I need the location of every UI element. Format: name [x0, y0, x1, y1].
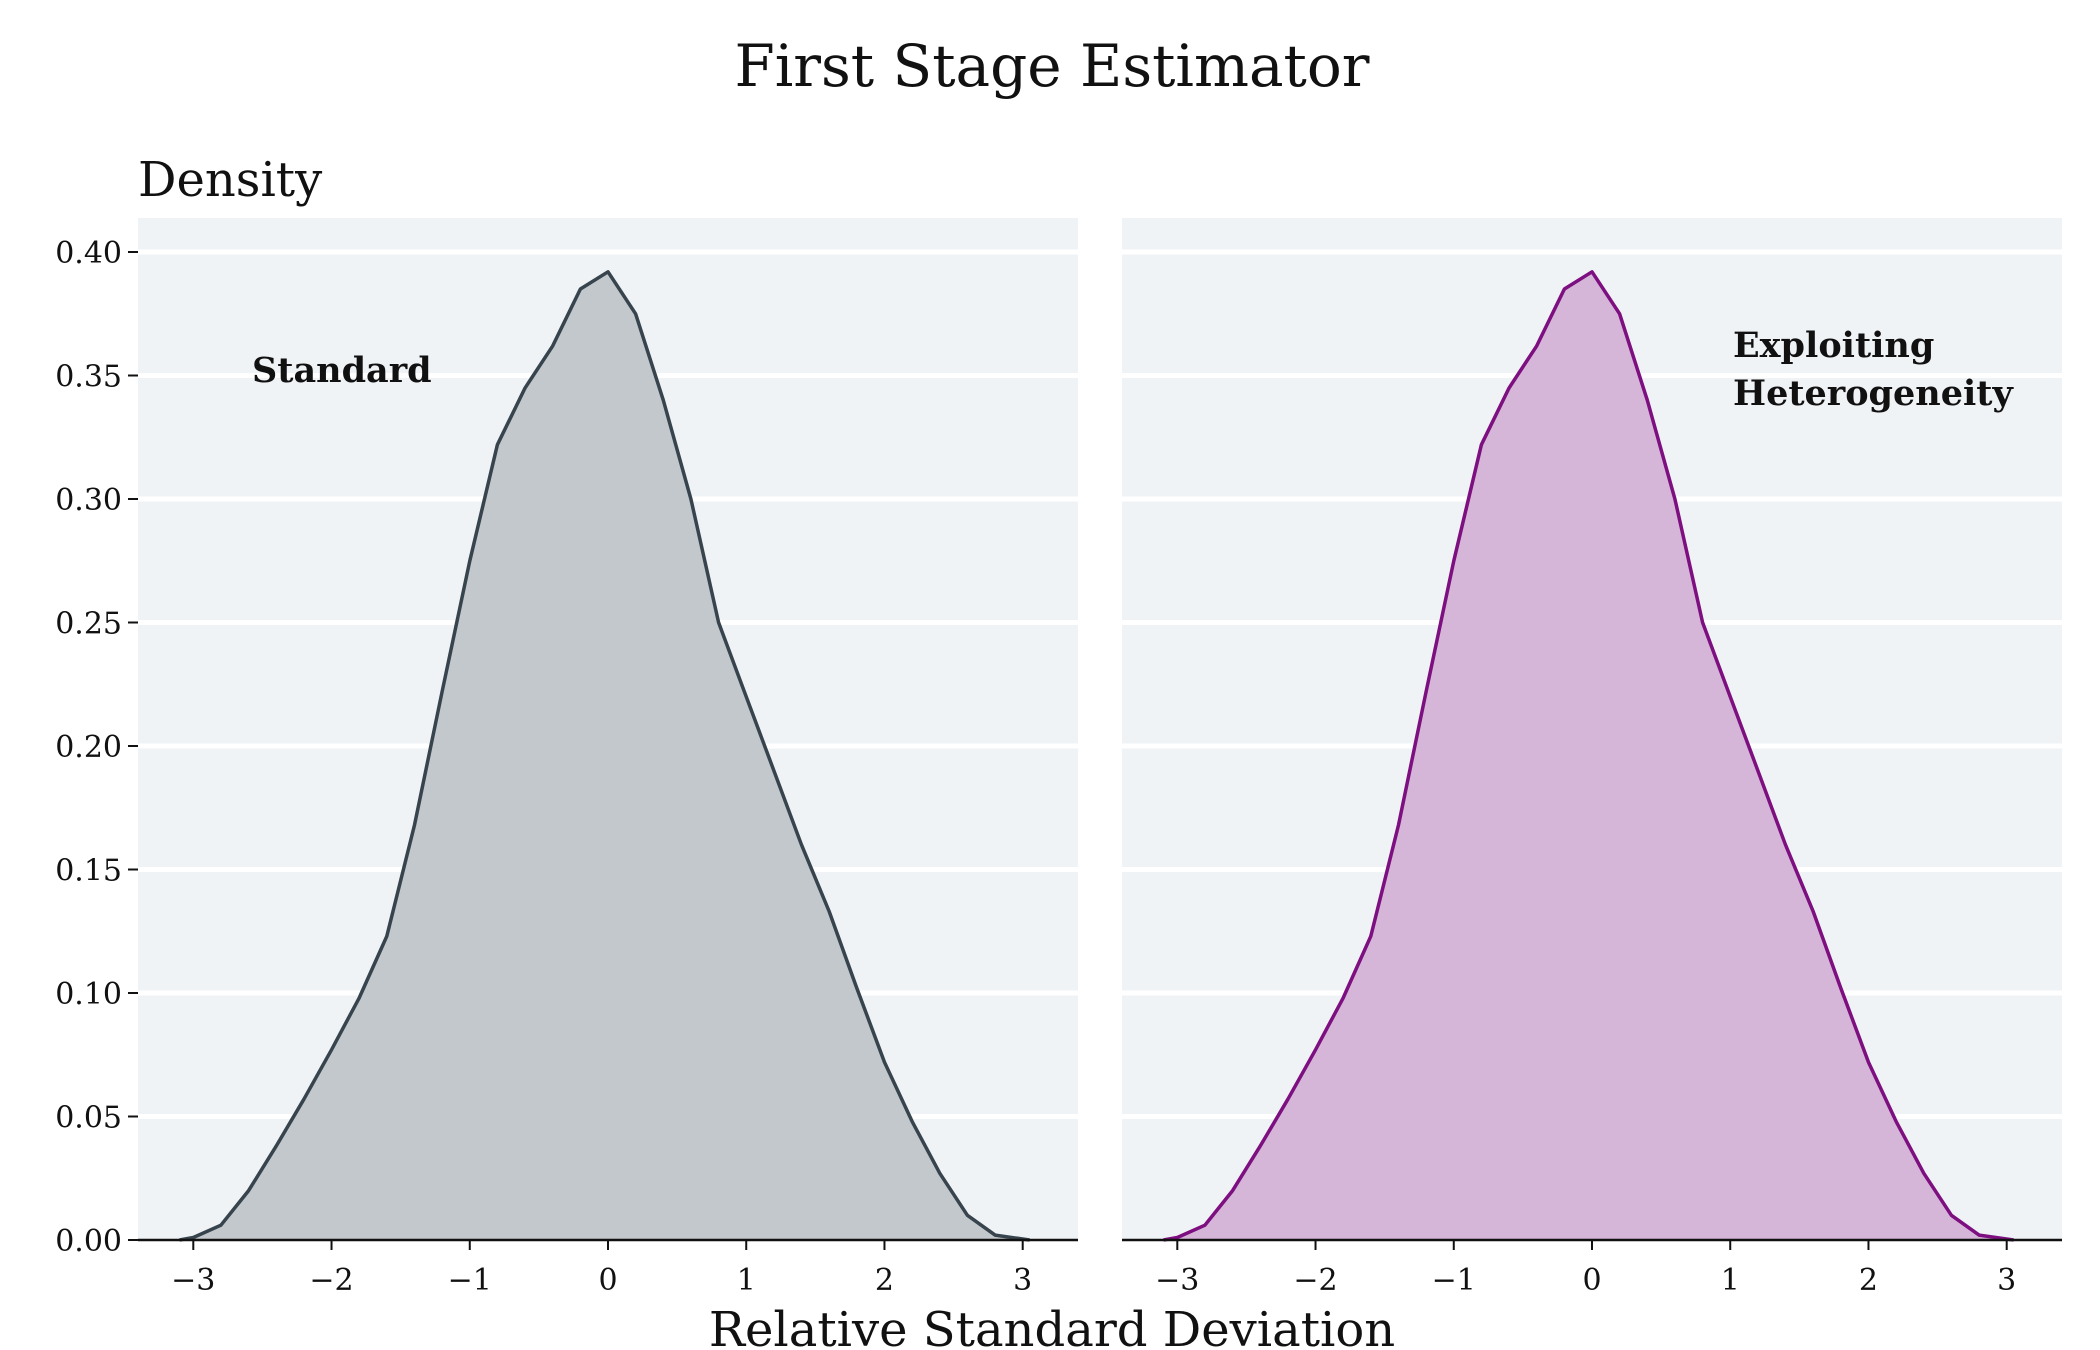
x-tick-label: −3: [171, 1263, 215, 1298]
x-tick-label: 2: [875, 1263, 894, 1298]
density-area: [179, 271, 1030, 1240]
panel-annotation-line: Exploiting: [1733, 325, 1934, 366]
y-tick-label: 0.25: [55, 607, 122, 642]
x-tick-label: 1: [1721, 1263, 1740, 1298]
panel-2: −3 −2 −1 0 1 2 3 Exploiting Heterogeneity: [1122, 218, 2062, 1298]
y-tick-label: 0.20: [55, 730, 122, 765]
y-tick-label: 0.15: [55, 854, 122, 889]
y-tick-label: 0.05: [55, 1101, 122, 1136]
chart-title: First Stage Estimator: [734, 32, 1369, 100]
panel-1: −3 −2 −1 0 1 2 3 0.00 0.05 0.10 0.15 0.20 0.25 0.30 0.…: [55, 218, 1078, 1298]
x-tick-label: 2: [1859, 1263, 1878, 1298]
density-line: [179, 270, 1030, 1242]
density-line: [1163, 270, 2014, 1242]
x-tick-label: 1: [737, 1263, 756, 1298]
panel-annotation: Exploiting Heterogeneity: [1733, 325, 2014, 414]
x-axis-label: Relative Standard Deviation: [709, 1302, 1395, 1350]
panel-annotation-line: Standard: [252, 350, 432, 391]
y-tick-label: 0.30: [55, 483, 122, 518]
x-tick-label: −1: [1432, 1263, 1476, 1298]
x-tick-label: −3: [1155, 1263, 1199, 1298]
panels: −3 −2 −1 0 1 2 3 0.00 0.05 0.10 0.15 0.20 0.25 0.30 0.…: [55, 218, 2062, 1298]
x-tick-label: −2: [1293, 1263, 1337, 1298]
y-tick-label: 0.40: [55, 236, 122, 271]
x-tick-label: 0: [598, 1263, 617, 1298]
x-tick-label: 3: [1013, 1263, 1032, 1298]
x-tick-label: 3: [1997, 1263, 2016, 1298]
x-tick-label: −2: [309, 1263, 353, 1298]
y-tick-label: 0.10: [55, 977, 122, 1012]
y-axis-label: Density: [138, 152, 322, 208]
density-area: [1163, 271, 2014, 1240]
panel-annotation: Standard: [252, 350, 432, 391]
y-tick-label: 0.00: [55, 1224, 122, 1259]
y-tick-label: 0.35: [55, 360, 122, 395]
panel-annotation-line: Heterogeneity: [1733, 373, 2014, 414]
x-tick-label: 0: [1582, 1263, 1601, 1298]
x-tick-label: −1: [448, 1263, 492, 1298]
